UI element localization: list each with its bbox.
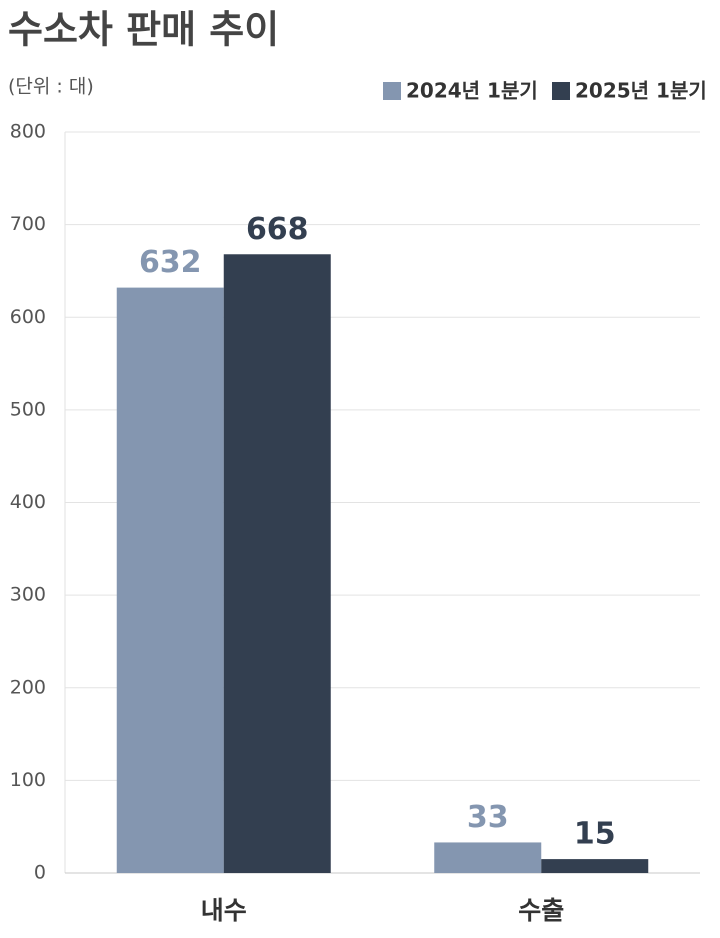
data-label: 33 xyxy=(467,800,509,835)
data-label: 668 xyxy=(246,212,309,247)
y-tick-label: 500 xyxy=(10,398,46,420)
legend-label: 2024년 1분기 xyxy=(406,79,538,103)
bar xyxy=(116,287,224,873)
y-tick-label: 0 xyxy=(34,862,46,884)
y-tick-label: 700 xyxy=(10,213,46,235)
data-label: 15 xyxy=(574,817,616,852)
bar xyxy=(541,859,649,873)
y-tick-label: 800 xyxy=(10,121,46,143)
y-tick-label: 200 xyxy=(10,676,46,698)
legend-swatch xyxy=(552,82,570,100)
bar xyxy=(223,254,331,873)
x-tick-label: 내수 xyxy=(201,896,247,925)
legend-label: 2025년 1분기 xyxy=(575,79,707,103)
chart-title: 수소차 판매 추이 xyxy=(8,8,279,52)
y-tick-label: 400 xyxy=(10,491,46,513)
data-label: 632 xyxy=(139,245,202,280)
bar xyxy=(434,842,542,873)
legend-swatch xyxy=(383,82,401,100)
x-tick-label: 수출 xyxy=(518,896,564,925)
chart-subtitle: (단위 : 대) xyxy=(8,76,94,98)
y-tick-label: 600 xyxy=(10,306,46,328)
y-tick-label: 300 xyxy=(10,584,46,606)
y-tick-label: 100 xyxy=(10,769,46,791)
